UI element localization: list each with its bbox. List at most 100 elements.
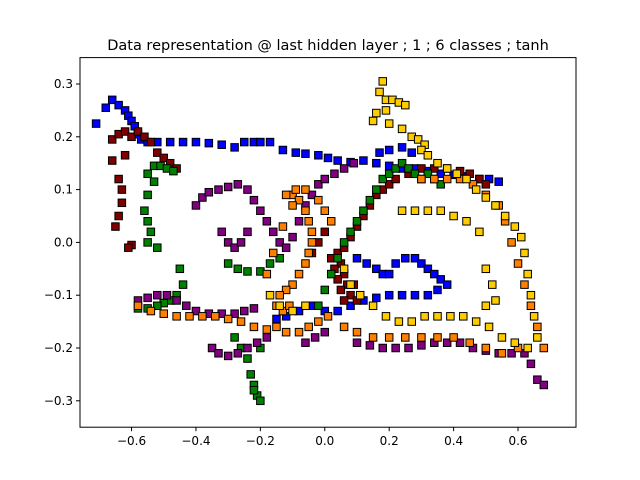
data-point — [323, 312, 333, 321]
data-point — [517, 232, 526, 242]
data-point — [404, 343, 413, 353]
data-point — [140, 132, 149, 142]
data-point — [262, 269, 272, 279]
data-point — [262, 333, 272, 342]
data-point — [384, 333, 394, 342]
y-tick-label: 0.2 — [54, 130, 73, 144]
data-point — [256, 137, 265, 147]
data-point — [359, 156, 368, 165]
data-point — [272, 322, 281, 332]
data-point — [275, 253, 284, 263]
series-2 — [133, 158, 445, 406]
data-point — [307, 190, 317, 200]
data-point — [397, 206, 407, 215]
data-point — [423, 264, 433, 274]
data-point — [330, 169, 339, 179]
data-point — [320, 227, 330, 237]
data-point — [442, 280, 452, 289]
data-point — [436, 275, 445, 284]
data-point — [423, 290, 433, 300]
data-point — [249, 385, 259, 395]
data-point — [484, 322, 494, 332]
data-point — [314, 195, 323, 205]
data-point — [352, 327, 362, 337]
data-point — [410, 169, 420, 179]
data-point — [143, 190, 152, 200]
data-point — [339, 164, 349, 173]
data-point — [275, 238, 284, 247]
x-axis: −0.6 −0.4 −0.2 0.0 0.2 0.4 0.6 — [117, 427, 528, 448]
data-point — [381, 106, 391, 115]
data-point — [407, 317, 416, 326]
data-point — [143, 293, 152, 303]
data-point — [223, 351, 233, 361]
data-point — [114, 211, 123, 221]
data-point — [243, 343, 252, 353]
data-point — [339, 238, 349, 247]
data-point — [513, 259, 523, 268]
data-point — [442, 338, 452, 347]
data-point — [243, 185, 252, 194]
data-point — [223, 259, 233, 268]
data-point — [294, 217, 304, 226]
data-point — [372, 264, 381, 274]
data-point — [520, 248, 529, 258]
data-point — [365, 341, 375, 350]
data-point — [481, 193, 491, 202]
data-point — [304, 217, 313, 226]
data-point — [320, 285, 330, 295]
data-point — [333, 156, 342, 165]
data-point — [265, 137, 275, 147]
data-point — [375, 87, 384, 97]
data-point — [365, 195, 375, 205]
data-point — [107, 156, 117, 165]
data-point — [372, 158, 381, 168]
data-point — [146, 306, 156, 316]
data-point — [146, 137, 156, 147]
data-point — [384, 290, 394, 300]
data-point — [533, 375, 542, 384]
series-0 — [91, 95, 503, 324]
data-point — [223, 238, 233, 247]
data-point — [433, 158, 442, 168]
data-point — [352, 217, 362, 226]
data-point — [172, 312, 181, 321]
data-point — [301, 206, 310, 215]
data-point — [111, 222, 120, 231]
data-point — [265, 259, 275, 268]
series-5 — [265, 77, 542, 353]
data-point — [520, 280, 529, 289]
data-point — [436, 206, 445, 215]
data-point — [198, 312, 207, 321]
data-point — [153, 243, 162, 252]
chart-title: Data representation @ last hidden layer … — [107, 38, 549, 54]
data-point — [433, 333, 442, 342]
data-point — [452, 169, 462, 179]
data-point — [533, 322, 542, 332]
data-point — [430, 174, 439, 184]
data-point — [423, 169, 433, 179]
data-point — [323, 153, 333, 163]
data-point — [491, 296, 500, 305]
data-point — [314, 180, 323, 189]
data-point — [249, 322, 259, 332]
data-point — [526, 290, 536, 300]
data-point — [117, 198, 127, 208]
data-point — [288, 232, 297, 242]
data-point — [423, 206, 433, 215]
data-point — [523, 343, 532, 353]
data-point — [384, 169, 394, 179]
data-point — [475, 174, 484, 184]
data-point — [368, 333, 378, 342]
data-point — [249, 304, 259, 313]
data-point — [294, 327, 304, 337]
data-point — [404, 164, 413, 173]
data-point — [368, 301, 378, 311]
data-point — [381, 312, 391, 321]
x-tick-label: −0.4 — [181, 434, 210, 448]
data-point — [291, 148, 301, 157]
data-point — [230, 143, 239, 152]
data-point — [423, 151, 433, 160]
data-point — [372, 185, 381, 194]
